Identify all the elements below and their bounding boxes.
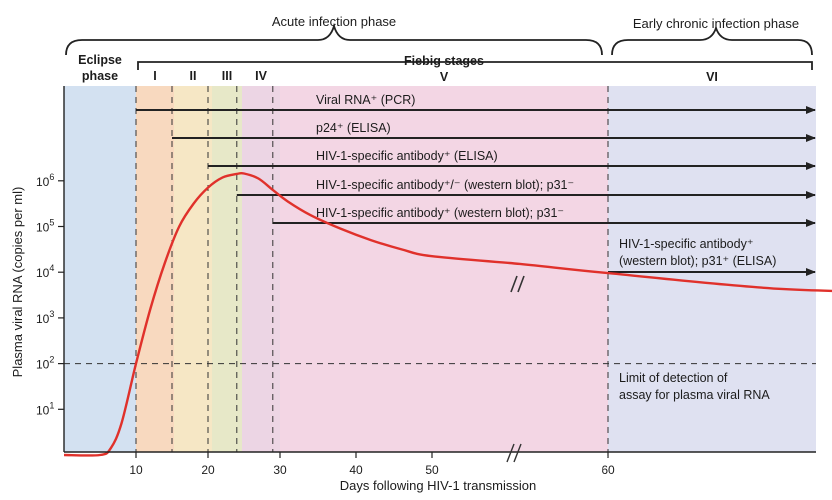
y-tick-label: 104: [36, 263, 54, 280]
assay-label-5: HIV-1-specific antibody⁺ (western blot);…: [316, 206, 564, 220]
y-tick-label: 102: [36, 355, 54, 372]
stage-label-V: V: [440, 70, 449, 84]
early-chronic-brace: [611, 25, 813, 56]
viral-load-curve: [63, 171, 832, 457]
assay-label-1: Viral RNA⁺ (PCR): [316, 93, 415, 107]
assay-arrows: [136, 106, 816, 276]
axis-break-on-curve: [510, 275, 525, 293]
eclipse-phase-label-line2: phase: [82, 69, 118, 83]
y-tick-label: 105: [36, 218, 54, 235]
detection-limit-label-line2: assay for plasma viral RNA: [619, 388, 770, 402]
band-eclipse: [64, 86, 136, 452]
watermark: 知乎 @长央疾控检测医师: [576, 455, 768, 474]
fiebig-stages-label: Fiebig stages: [404, 54, 484, 68]
x-tick-label: 60: [601, 463, 615, 477]
band-stage-3: [212, 86, 242, 452]
assay-label-6-line1: HIV-1-specific antibody⁺: [619, 237, 753, 251]
stage-label-IV: IV: [255, 69, 267, 83]
x-axis-break: [506, 443, 522, 463]
x-tick-label: 50: [425, 463, 439, 477]
assay-label-6-line2: (western blot); p31⁺ (ELISA): [619, 254, 776, 268]
detection-limit-label-line1: Limit of detection of: [619, 371, 728, 385]
y-tick-label: 106: [36, 172, 54, 189]
assay-label-2: p24⁺ (ELISA): [316, 121, 391, 135]
stage-dividers: [135, 86, 609, 452]
phase-braces: [65, 22, 813, 70]
x-ticks: 10 20 30 40 50 60: [129, 452, 615, 477]
stage-label-VI: VI: [706, 70, 718, 84]
band-stage-6: [608, 86, 816, 452]
band-stage-1: [136, 86, 174, 452]
acute-phase-label: Acute infection phase: [272, 14, 396, 29]
y-ticks: 101 102 103 104 105 106: [36, 172, 64, 417]
early-chronic-phase-label: Early chronic infection phase: [633, 16, 799, 31]
x-tick-label: 10: [129, 463, 143, 477]
fiebig-bracket: [137, 61, 813, 70]
acute-brace: [65, 22, 603, 56]
stage-label-III: III: [222, 69, 232, 83]
axes: [63, 86, 816, 453]
x-tick-label: 40: [349, 463, 363, 477]
band-stage-2: [174, 86, 212, 452]
stage-label-I: I: [153, 69, 156, 83]
eclipse-phase-label-line1: Eclipse: [78, 53, 122, 67]
band-stage-4: [242, 86, 280, 452]
assay-label-3: HIV-1-specific antibody⁺ (ELISA): [316, 149, 498, 163]
x-axis-label: Days following HIV-1 transmission: [340, 478, 537, 493]
y-tick-label: 101: [36, 400, 54, 417]
x-tick-label: 20: [201, 463, 215, 477]
y-axis-label: Plasma viral RNA (copies per ml): [10, 187, 25, 378]
stage-label-II: II: [190, 69, 197, 83]
assay-label-4: HIV-1-specific antibody⁺/⁻ (western blot…: [316, 178, 574, 192]
x-tick-label: 30: [273, 463, 287, 477]
y-tick-label: 103: [36, 309, 54, 326]
band-stage-5: [280, 86, 608, 452]
